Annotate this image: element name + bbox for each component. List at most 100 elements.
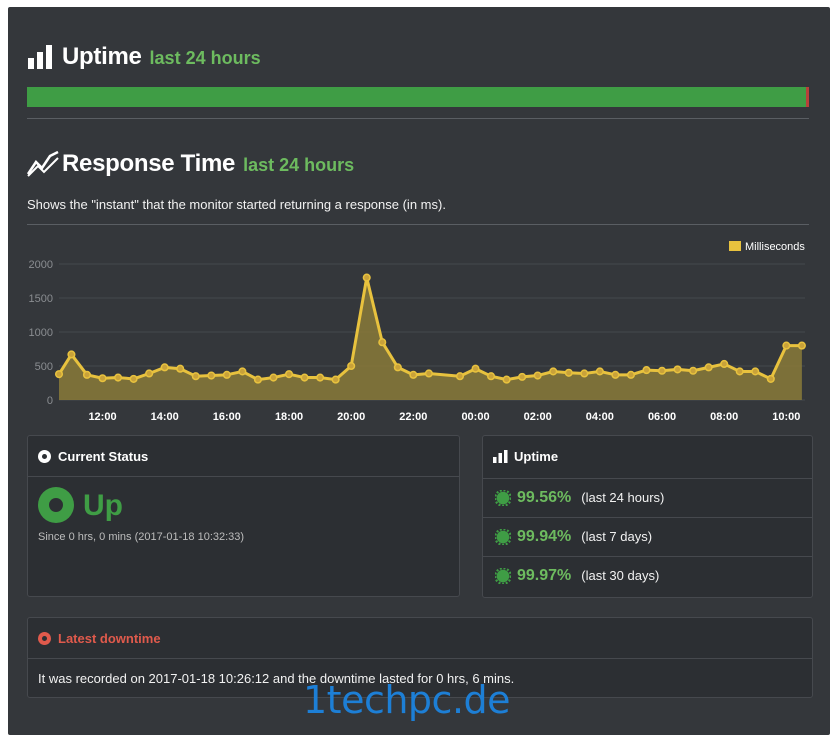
line-chart-icon bbox=[27, 151, 59, 177]
data-point bbox=[735, 367, 744, 376]
data-point bbox=[611, 370, 620, 379]
data-point bbox=[626, 370, 635, 379]
data-point bbox=[766, 374, 775, 383]
x-tick-label: 18:00 bbox=[275, 411, 303, 423]
current-status-body: Up Since 0 hrs, 0 mins (2017-01-18 10:32… bbox=[28, 477, 459, 595]
data-point bbox=[82, 370, 92, 379]
x-tick-label: 22:00 bbox=[399, 411, 427, 423]
watermark: 1techpc.de bbox=[303, 678, 511, 722]
x-tick-label: 08:00 bbox=[710, 411, 738, 423]
current-status-title: Current Status bbox=[58, 448, 149, 464]
data-point bbox=[782, 341, 791, 350]
divider bbox=[27, 224, 809, 225]
certificate-icon bbox=[495, 528, 511, 545]
uptime-card-header: Uptime bbox=[483, 436, 812, 476]
data-point bbox=[316, 373, 325, 382]
certificate-icon bbox=[495, 567, 511, 584]
uptime-title: Uptime bbox=[62, 43, 142, 70]
data-point bbox=[114, 373, 123, 382]
status-up-icon bbox=[38, 487, 74, 523]
data-point bbox=[409, 370, 418, 379]
uptime-card-title: Uptime bbox=[514, 448, 559, 464]
uptime-bar[interactable] bbox=[27, 87, 809, 107]
uptime-row: 99.56% (last 24 hours) bbox=[483, 478, 812, 516]
current-status-header: Current Status bbox=[28, 436, 459, 477]
data-point bbox=[455, 372, 465, 381]
response-time-chart[interactable]: 0 500 1000 1500 2000 12:00 14:00 16:00 18:00 20:0… bbox=[27, 232, 809, 424]
data-point bbox=[284, 370, 294, 379]
y-tick-label: 500 bbox=[35, 361, 53, 373]
data-point bbox=[533, 371, 542, 380]
latest-downtime-text: It was recorded on 2017-01-18 10:26:12 a… bbox=[38, 670, 515, 686]
divider bbox=[27, 118, 809, 119]
response-area bbox=[59, 277, 802, 400]
uptime-heading: Uptime last 24 hours bbox=[62, 43, 261, 71]
data-point bbox=[549, 367, 558, 376]
response-title: Response Time bbox=[62, 150, 236, 177]
data-point bbox=[362, 273, 371, 282]
latest-downtime-title: Latest downtime bbox=[58, 630, 161, 646]
data-point bbox=[720, 359, 729, 369]
y-tick-label: 0 bbox=[47, 395, 53, 407]
data-point bbox=[300, 373, 309, 382]
x-tick-label: 12:00 bbox=[88, 411, 116, 423]
data-point bbox=[797, 341, 806, 350]
x-tick-label: 06:00 bbox=[648, 411, 676, 423]
status-since: Since 0 hrs, 0 mins (2017-01-18 10:32:33… bbox=[38, 531, 245, 543]
data-point bbox=[704, 363, 713, 372]
y-tick-label: 2000 bbox=[29, 259, 53, 271]
bar-chart-icon bbox=[493, 449, 508, 463]
response-line bbox=[57, 276, 802, 382]
x-tick-label: 16:00 bbox=[213, 411, 241, 423]
data-point bbox=[207, 371, 216, 380]
data-point bbox=[176, 364, 185, 373]
y-tick-label: 1000 bbox=[29, 327, 53, 339]
certificate-icon bbox=[495, 489, 511, 506]
uptime-card: Uptime 99.56% (last 24 hours) 99.94% (la… bbox=[482, 435, 813, 598]
data-point bbox=[751, 367, 760, 376]
x-tick-label: 10:00 bbox=[772, 411, 800, 423]
response-description: Shows the "instant" that the monitor sta… bbox=[27, 197, 446, 212]
data-point bbox=[642, 366, 651, 375]
downtime-segment[interactable] bbox=[806, 87, 809, 107]
data-point bbox=[253, 375, 262, 384]
data-point bbox=[673, 365, 682, 374]
bar-chart-icon bbox=[28, 45, 52, 69]
data-point bbox=[689, 366, 698, 375]
uptime-period: (last 7 days) bbox=[581, 529, 653, 544]
data-point bbox=[393, 363, 402, 372]
response-subtitle: last 24 hours bbox=[243, 155, 355, 175]
x-tick-label: 02:00 bbox=[524, 411, 552, 423]
x-tick-label: 04:00 bbox=[586, 411, 614, 423]
x-tick-label: 00:00 bbox=[461, 411, 489, 423]
data-point bbox=[160, 363, 169, 372]
latest-downtime-header: Latest downtime bbox=[28, 618, 812, 659]
uptime-percent: 99.97% bbox=[517, 566, 572, 584]
monitor-panel: Uptime last 24 hours Response Time last … bbox=[8, 7, 830, 735]
data-point bbox=[378, 338, 387, 347]
x-tick-label: 14:00 bbox=[151, 411, 179, 423]
response-heading: Response Time last 24 hours bbox=[62, 150, 354, 178]
data-point bbox=[595, 367, 604, 376]
data-point bbox=[191, 372, 200, 381]
data-point bbox=[502, 375, 511, 384]
x-tick-label: 20:00 bbox=[337, 411, 365, 423]
latest-downtime-card: Latest downtime It was recorded on 2017-… bbox=[27, 617, 813, 698]
uptime-percent: 99.56% bbox=[517, 488, 572, 506]
data-point bbox=[98, 374, 107, 383]
data-point bbox=[471, 364, 480, 373]
legend-label: Milliseconds bbox=[745, 241, 805, 253]
data-point bbox=[269, 373, 278, 382]
data-point bbox=[347, 361, 356, 371]
data-point bbox=[518, 372, 527, 381]
data-point bbox=[54, 370, 64, 379]
uptime-percent: 99.94% bbox=[517, 527, 572, 545]
data-point bbox=[564, 368, 573, 377]
legend-swatch bbox=[729, 241, 741, 251]
data-point bbox=[331, 375, 340, 384]
dot-circle-icon bbox=[38, 631, 51, 645]
uptime-row: 99.97% (last 30 days) bbox=[483, 556, 812, 594]
data-point bbox=[238, 367, 247, 376]
data-point bbox=[145, 369, 154, 378]
y-tick-label: 1500 bbox=[29, 293, 53, 305]
